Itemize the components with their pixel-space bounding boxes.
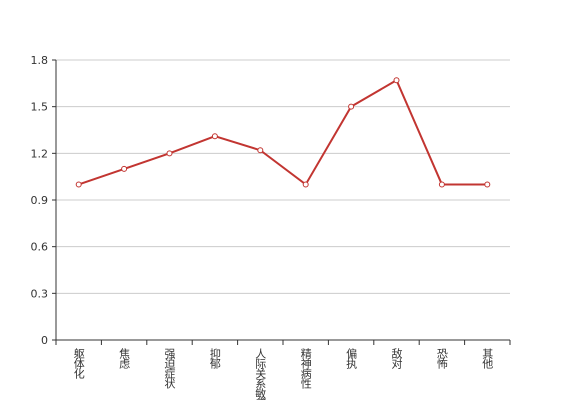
point bbox=[257, 147, 264, 154]
y-tick-label: 0 bbox=[41, 334, 48, 347]
x-tick-label: 精神病性 bbox=[299, 348, 312, 390]
point bbox=[302, 181, 309, 188]
point bbox=[121, 165, 128, 172]
x-tick-label: 偏执 bbox=[345, 347, 358, 370]
x-tick-label: 恐怖 bbox=[435, 348, 448, 369]
point bbox=[75, 181, 82, 188]
x-tick-label: 人际关系敏感 bbox=[254, 348, 267, 400]
x-tick-label: 躯体化 bbox=[72, 348, 85, 380]
x-tick-label: 敌对 bbox=[390, 347, 403, 369]
y-tick-label: 0.6 bbox=[31, 241, 49, 254]
point bbox=[348, 103, 355, 110]
point bbox=[438, 181, 445, 188]
x-tick-label: 强迫症状 bbox=[163, 348, 176, 389]
y-tick-label: 0.3 bbox=[31, 287, 49, 300]
y-tick-label: 1.2 bbox=[31, 147, 49, 160]
x-tick-label: 焦虑 bbox=[118, 348, 131, 369]
y-tick-label: 1.5 bbox=[31, 101, 49, 114]
x-tick-label: 其他 bbox=[481, 348, 494, 369]
y-tick-label: 0.9 bbox=[31, 194, 49, 207]
y-tick-label: 1.8 bbox=[31, 54, 49, 67]
point bbox=[211, 133, 218, 140]
point bbox=[166, 150, 173, 157]
line bbox=[78, 78, 488, 186]
point bbox=[484, 181, 491, 188]
point bbox=[393, 77, 400, 84]
x-tick-label: 抑郁 bbox=[208, 347, 221, 369]
